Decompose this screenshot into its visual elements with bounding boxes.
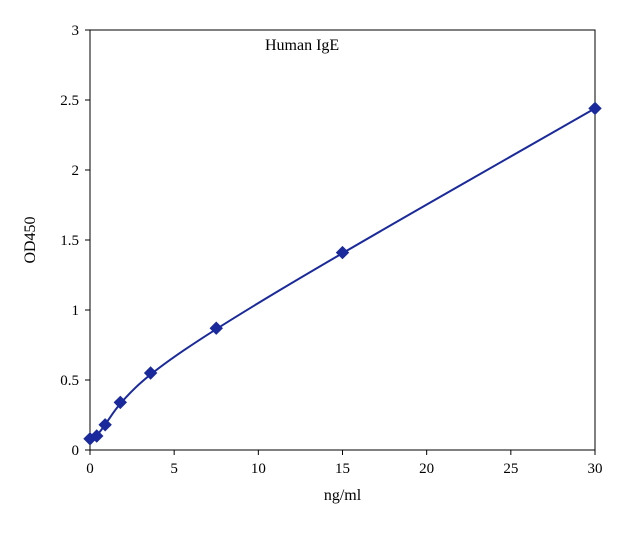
- x-axis-label: ng/ml: [324, 487, 362, 504]
- x-tick-label: 5: [170, 461, 178, 477]
- x-tick-label: 20: [419, 461, 434, 477]
- y-axis-label: OD450: [22, 216, 39, 263]
- data-marker: [589, 102, 601, 114]
- x-tick-label: 0: [86, 461, 94, 477]
- y-tick-label: 1.5: [60, 233, 79, 249]
- y-tick-label: 3: [72, 23, 80, 39]
- x-tick-label: 10: [251, 461, 266, 477]
- x-tick-label: 30: [588, 461, 603, 477]
- y-tick-label: 0.5: [60, 373, 79, 389]
- y-tick-label: 2.5: [60, 93, 79, 109]
- y-tick-label: 1: [72, 303, 80, 319]
- y-tick-label: 0: [72, 443, 80, 459]
- chart-svg: 0 5 10 15 20 25 30 0 0.5 1 1.5 2 2.5 3 ng/ml OD450 Human…: [0, 0, 619, 541]
- plot-frame: [90, 30, 595, 450]
- chart-container: 0 5 10 15 20 25 30 0 0.5 1 1.5 2 2.5 3 ng/ml OD450 Human…: [0, 0, 619, 541]
- chart-title: Human IgE: [265, 37, 339, 54]
- x-tick-label: 25: [503, 461, 518, 477]
- y-tick-label: 2: [72, 163, 80, 179]
- data-line: [90, 108, 595, 438]
- x-tick-label: 15: [335, 461, 350, 477]
